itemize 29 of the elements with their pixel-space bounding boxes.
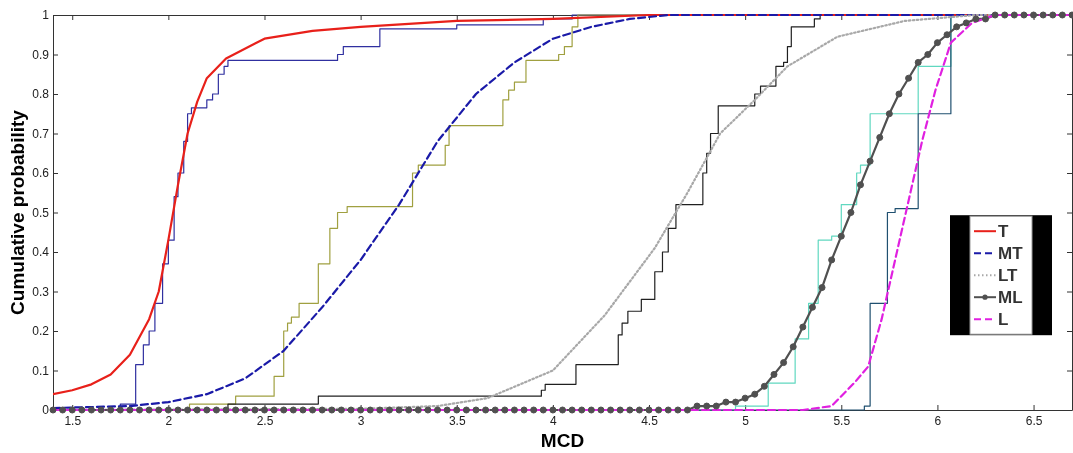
y-tick-label: 0 (42, 403, 50, 418)
x-tick-label: 4 (550, 413, 558, 428)
y-tick-label: 0.6 (32, 166, 50, 181)
x-tick-label: 5.5 (833, 413, 851, 428)
y-axis-title: Cumulative probability (7, 109, 28, 315)
legend-label: MT (998, 244, 1024, 264)
x-tick-label: 3 (357, 413, 365, 428)
x-tick-label: 6.5 (1025, 413, 1043, 428)
y-tick-label: 0.7 (32, 126, 50, 141)
x-tick-label: 4.5 (641, 413, 659, 428)
y-tick-label: 0.1 (32, 363, 50, 378)
y-tick-label: 0.2 (32, 324, 50, 339)
x-tick-label: 3.5 (448, 413, 466, 428)
legend-label: ML (998, 288, 1023, 308)
x-tick-label: 5 (742, 413, 750, 428)
y-tick-label: 0.3 (32, 284, 50, 299)
y-tick-label: 0.8 (32, 87, 50, 102)
x-tick-label: 2.5 (256, 413, 274, 428)
y-tick-label: 0.4 (32, 245, 50, 260)
x-tick-label: 2 (165, 413, 173, 428)
y-tick-label: 0.5 (32, 205, 50, 220)
x-axis-title: MCD (540, 430, 585, 451)
legend-label: T (998, 222, 1009, 242)
legend-label: LT (998, 266, 1019, 286)
x-tick-label: 6 (934, 413, 942, 428)
y-tick-label: 0.9 (32, 47, 50, 62)
legend-label: L (998, 310, 1009, 330)
y-tick-label: 1 (42, 8, 50, 23)
x-tick-label: 1.5 (64, 413, 82, 428)
